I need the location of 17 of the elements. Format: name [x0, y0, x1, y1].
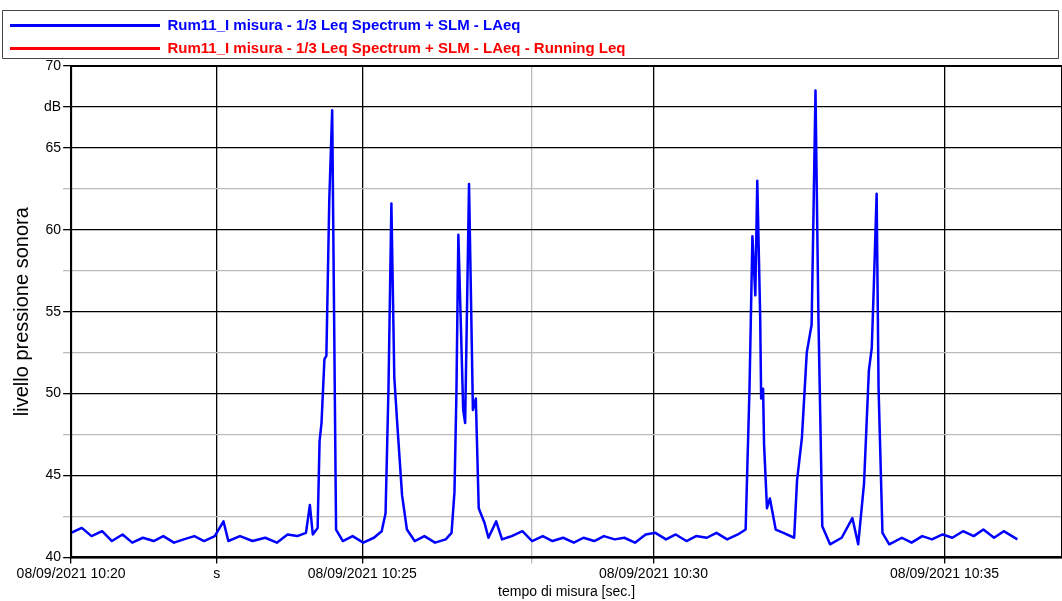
- y-tick-label: 40: [45, 548, 62, 565]
- y-tick-label: dB: [44, 97, 62, 114]
- text: Rum11_I misura - 1/3 Leq Spectrum + SLM - LAeq: [167, 15, 521, 33]
- x-tick-label: 08/09/2021 10:20: [16, 564, 126, 581]
- y-tick-label: 65: [45, 138, 62, 155]
- y-tick-label: 70: [45, 56, 62, 73]
- y-tick-label: 60: [45, 220, 62, 237]
- x-tick-label: 08/09/2021 10:30: [598, 564, 709, 581]
- y-tick-label: 55: [45, 302, 62, 319]
- x-tick-label: s: [213, 564, 221, 581]
- y-axis-title: livello pressione sonora: [9, 206, 32, 417]
- x-tick-label: 08/09/2021 10:25: [307, 564, 417, 581]
- y-tick-label: 50: [45, 384, 62, 401]
- legend-label: Rum11_I misura - 1/3 Leq Spectrum + SLM - LAeq - Running Leq: [167, 38, 626, 56]
- x-tick-label: 08/09/2021 10:35: [890, 564, 1000, 581]
- x-axis-title: tempo di misura [sec.]: [498, 583, 636, 600]
- y-tick-label: 45: [45, 466, 62, 483]
